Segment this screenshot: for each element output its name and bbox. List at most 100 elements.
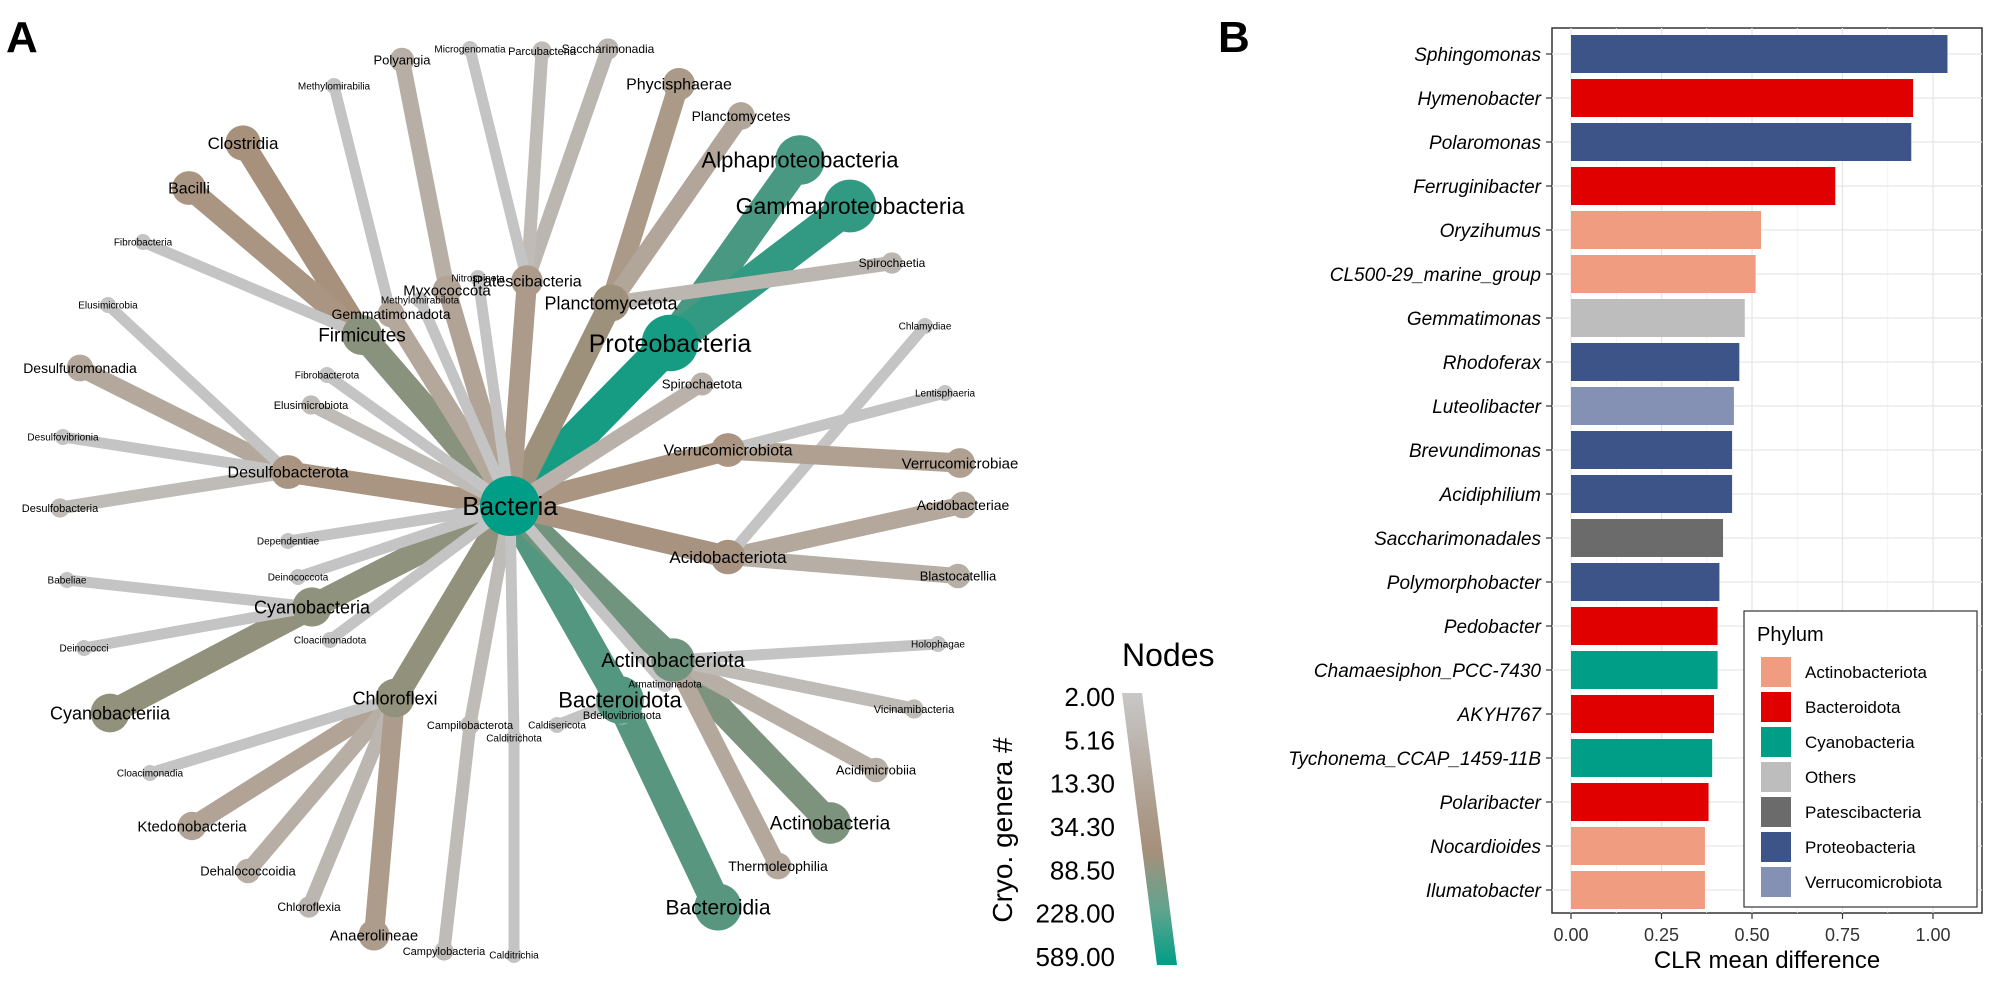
edge-bacteria-methylomirabilota xyxy=(414,294,516,512)
node-elusimicrobia xyxy=(100,297,116,313)
label-elusimicrobiota: Elusimicrobiota xyxy=(274,400,349,412)
legend-swatch-bacteroidota xyxy=(1761,692,1791,722)
label-patescibacteria: Patescibacteria xyxy=(472,274,581,291)
node-legend-title: Nodes xyxy=(1122,637,1215,673)
y-tick-label-luteolibacter: Luteolibacter xyxy=(1432,397,1541,418)
node-actinobacteria xyxy=(809,802,851,844)
node-cyanobacteria xyxy=(292,587,332,627)
bar-series xyxy=(1571,35,1948,909)
node-clostridia xyxy=(225,125,261,161)
bar-cl500-29-marine-group xyxy=(1571,255,1756,293)
node-desulfuromonadia xyxy=(66,354,94,382)
node-legend-tick: 589.00 xyxy=(1035,942,1115,972)
node-elusimicrobiota xyxy=(301,395,321,415)
edge-bacteria-acidobacteriota xyxy=(499,495,739,568)
y-tick-label-gemmatimonas: Gemmatimonas xyxy=(1407,309,1542,330)
y-tick-label-polaribacter: Polaribacter xyxy=(1440,793,1542,814)
edge-actinobacteriota-thermoleophilia xyxy=(664,651,787,875)
bar-rhodoferax xyxy=(1571,343,1740,381)
node-legend-tick: 13.30 xyxy=(1050,769,1115,799)
legend-label-proteobacteria: Proteobacteria xyxy=(1805,838,1916,857)
node-legend-tick: 34.30 xyxy=(1050,812,1115,842)
node-fibrobacteria xyxy=(135,234,151,250)
edge-bacteria-calditrichota xyxy=(504,500,520,744)
label-verrucomicrobiae: Verrucomicrobiae xyxy=(902,455,1019,472)
node-bacteroidota xyxy=(596,676,644,724)
label-nitrospinota: Nitrospinota xyxy=(451,274,505,285)
node-babeliae xyxy=(59,572,75,588)
panel-b-bar-chart: B Sphingomonas Hymenobacter Polaromonas Fer… xyxy=(1218,13,1983,974)
label-anaerolineae: Anaerolineae xyxy=(330,927,418,944)
y-tick-labels: Sphingomonas Hymenobacter Polaromonas Ferru… xyxy=(1288,45,1552,902)
node-proteobacteria xyxy=(641,314,699,372)
y-tick-label-ferruginibacter: Ferruginibacter xyxy=(1413,177,1541,198)
y-tick-label-sphingomonas: Sphingomonas xyxy=(1414,45,1541,66)
y-tick-label-tychonema-ccap-1459-11b: Tychonema_CCAP_1459-11B xyxy=(1288,749,1541,770)
node-spirochaetia xyxy=(881,252,903,274)
legend-swatch-proteobacteria xyxy=(1761,832,1791,862)
y-tick-label-pedobacter: Pedobacter xyxy=(1444,617,1542,638)
label-vicinamibacteria: Vicinamibacteria xyxy=(874,704,955,716)
node-bacilli xyxy=(172,171,206,205)
x-axis-title: CLR mean difference xyxy=(1654,947,1880,974)
node-bacteria xyxy=(480,476,540,536)
y-tick-label-oryzihumus: Oryzihumus xyxy=(1440,221,1542,242)
label-calditrichia: Calditrichia xyxy=(489,951,539,962)
label-methylomirabilota: Methylomirabilota xyxy=(381,296,460,307)
x-tick-label: 0.00 xyxy=(1553,925,1588,945)
label-clostridia: Clostridia xyxy=(208,134,279,153)
y-tick-label-brevundimonas: Brevundimonas xyxy=(1409,441,1542,462)
bar-luteolibacter xyxy=(1571,387,1734,425)
edge-bacteria-deinococcota xyxy=(292,500,516,583)
node-patescibacteria xyxy=(511,265,543,297)
node-legend: Nodes Cryo. genera # 2.00 5.16 13.30 34.30 8… xyxy=(987,637,1215,972)
edge-bacteria-armatimonadota xyxy=(504,500,671,690)
phylum-legend-box xyxy=(1743,610,1978,908)
bar-brevundimonas xyxy=(1571,431,1733,469)
bar-pedobacter xyxy=(1571,607,1718,645)
legend-swatch-verrucomicrobiota xyxy=(1761,867,1791,897)
edge-cyanobacteria-cyanobacteriia xyxy=(97,594,325,726)
edge-acidobacteriota-chlamydiae xyxy=(722,320,931,563)
label-cloacimonadota: Cloacimonadota xyxy=(294,636,367,647)
edge-bacteria-patescibacteria xyxy=(499,270,538,517)
panel-label-a: A xyxy=(6,13,38,62)
node-holophagae xyxy=(930,636,946,652)
node-dependentiae xyxy=(280,533,296,549)
edge-bacteria-proteobacteria xyxy=(492,325,688,524)
y-tick-label-polymorphobacter: Polymorphobacter xyxy=(1387,573,1542,594)
label-spirochaetia: Spirochaetia xyxy=(859,256,926,270)
edge-firmicutes-bacilli xyxy=(178,177,373,346)
label-cyanobacteria: Cyanobacteria xyxy=(254,597,371,617)
node-bacteroidia xyxy=(694,883,742,931)
legend-label-others: Others xyxy=(1805,768,1856,787)
label-dependentiae: Dependentiae xyxy=(257,537,320,548)
label-acidimicrobiia: Acidimicrobiia xyxy=(836,763,917,778)
node-legend-axis-label: Cryo. genera # xyxy=(987,737,1018,923)
edge-planctomycetota-phycisphaerae xyxy=(600,73,690,314)
edge-proteobacteria-gammaproteobacteria xyxy=(653,189,867,360)
node-legend-tick: 5.16 xyxy=(1064,725,1115,755)
label-caldisericota: Caldisericota xyxy=(528,721,586,732)
edge-chloroflexi-cloacimonadia xyxy=(144,692,401,779)
edge-firmicutes-fibrobacteria xyxy=(137,236,368,341)
node-legend-tick: 2.00 xyxy=(1064,682,1115,712)
label-deinococci: Deinococci xyxy=(60,644,109,655)
bar-gemmatimonas xyxy=(1571,299,1745,337)
node-cloacimonadota xyxy=(322,632,338,648)
label-acidobacteriota: Acidobacteriota xyxy=(669,548,787,567)
label-desulfobacteria: Desulfobacteria xyxy=(22,503,99,515)
label-saccharimonadia: Saccharimonadia xyxy=(562,42,655,56)
edge-desulfobacterota-desulfovibrionia xyxy=(57,431,294,478)
node-methylomirabilia xyxy=(326,78,342,94)
node-methylomirabilota xyxy=(412,292,428,308)
network-labels: Proteobacteria Alphaproteobacteria Gammapr… xyxy=(22,42,1019,961)
node-deinococci xyxy=(76,640,92,656)
node-saccharimonadia xyxy=(597,38,619,60)
node-anaerolineae xyxy=(358,919,390,951)
edge-bacteria-campilobacterota xyxy=(463,499,517,732)
node-polyangia xyxy=(389,47,415,73)
bar-ilumatobacter xyxy=(1571,871,1705,909)
y-tick-label-polaromonas: Polaromonas xyxy=(1429,133,1541,154)
label-myxococcota: Myxococcota xyxy=(403,282,491,299)
